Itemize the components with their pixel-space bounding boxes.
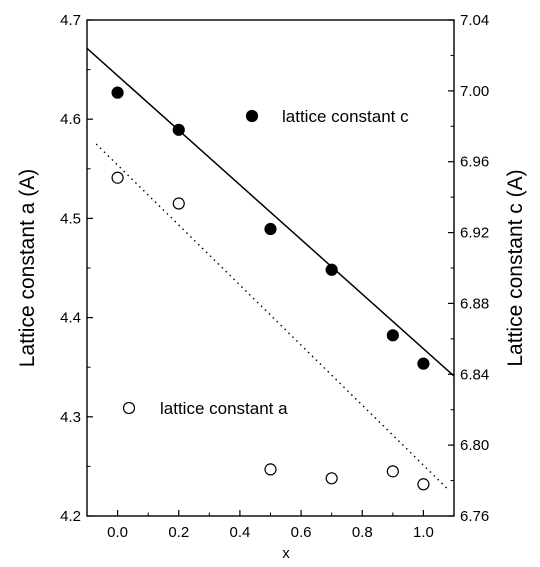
point-c [386, 329, 399, 342]
point-c [172, 123, 185, 136]
x-axis-title: x [282, 545, 290, 562]
y-right-tick-label: 6.84 [460, 366, 489, 383]
fit-lines [86, 47, 455, 490]
point-a [386, 465, 399, 478]
x-tick-label: 0.4 [229, 524, 250, 541]
y-left-tick-label: 4.6 [60, 111, 81, 128]
point-c [264, 222, 277, 236]
x-tick-label: 0.8 [352, 524, 373, 541]
x-tick-label: 0.2 [168, 524, 189, 541]
fit-line-c [86, 47, 455, 377]
point-a [172, 197, 185, 210]
ticks: 0.0 0.2 0.4 0.6 0.8 1.0 4.2 4.3 4.4 4.5 4.6 4.7 6.76… [60, 12, 489, 541]
fit-line-a [95, 143, 449, 490]
y-right-tick-label: 7.04 [460, 12, 489, 29]
legend-label-a: lattice constant a [160, 399, 288, 418]
y-axis-left-title: Lattice constant a (A) [16, 169, 39, 367]
y-right-tick-label: 6.76 [460, 508, 489, 525]
y-right-tick-label: 6.88 [460, 295, 489, 312]
point-c [111, 86, 124, 99]
y-right-tick-label: 6.80 [460, 437, 489, 454]
y-axis-right-title: Lattice constant c (A) [504, 169, 527, 366]
point-c [325, 263, 338, 276]
x-tick-label: 0.0 [107, 524, 128, 541]
y-left-tick-label: 4.2 [60, 508, 81, 525]
point-a [325, 472, 338, 485]
x-tick-label: 1.0 [413, 524, 434, 541]
y-left-tick-label: 4.4 [60, 310, 81, 327]
point-a [111, 171, 124, 184]
point-a [417, 478, 430, 491]
legend-marker-a [122, 401, 136, 415]
y-right-tick-label: 7.00 [460, 83, 489, 100]
y-left-tick-label: 4.7 [60, 12, 81, 29]
point-c [417, 357, 430, 370]
data-points [111, 86, 430, 491]
y-left-tick-label: 4.5 [60, 210, 81, 227]
legend-marker-c [245, 109, 259, 123]
y-right-tick-label: 6.92 [460, 225, 489, 242]
legend-label-c: lattice constant c [282, 107, 409, 126]
y-right-tick-label: 6.96 [460, 154, 489, 171]
x-tick-label: 0.6 [291, 524, 312, 541]
y-left-tick-label: 4.3 [60, 409, 81, 426]
point-a [264, 463, 277, 476]
legend: lattice constant c lattice constant a [122, 107, 409, 418]
